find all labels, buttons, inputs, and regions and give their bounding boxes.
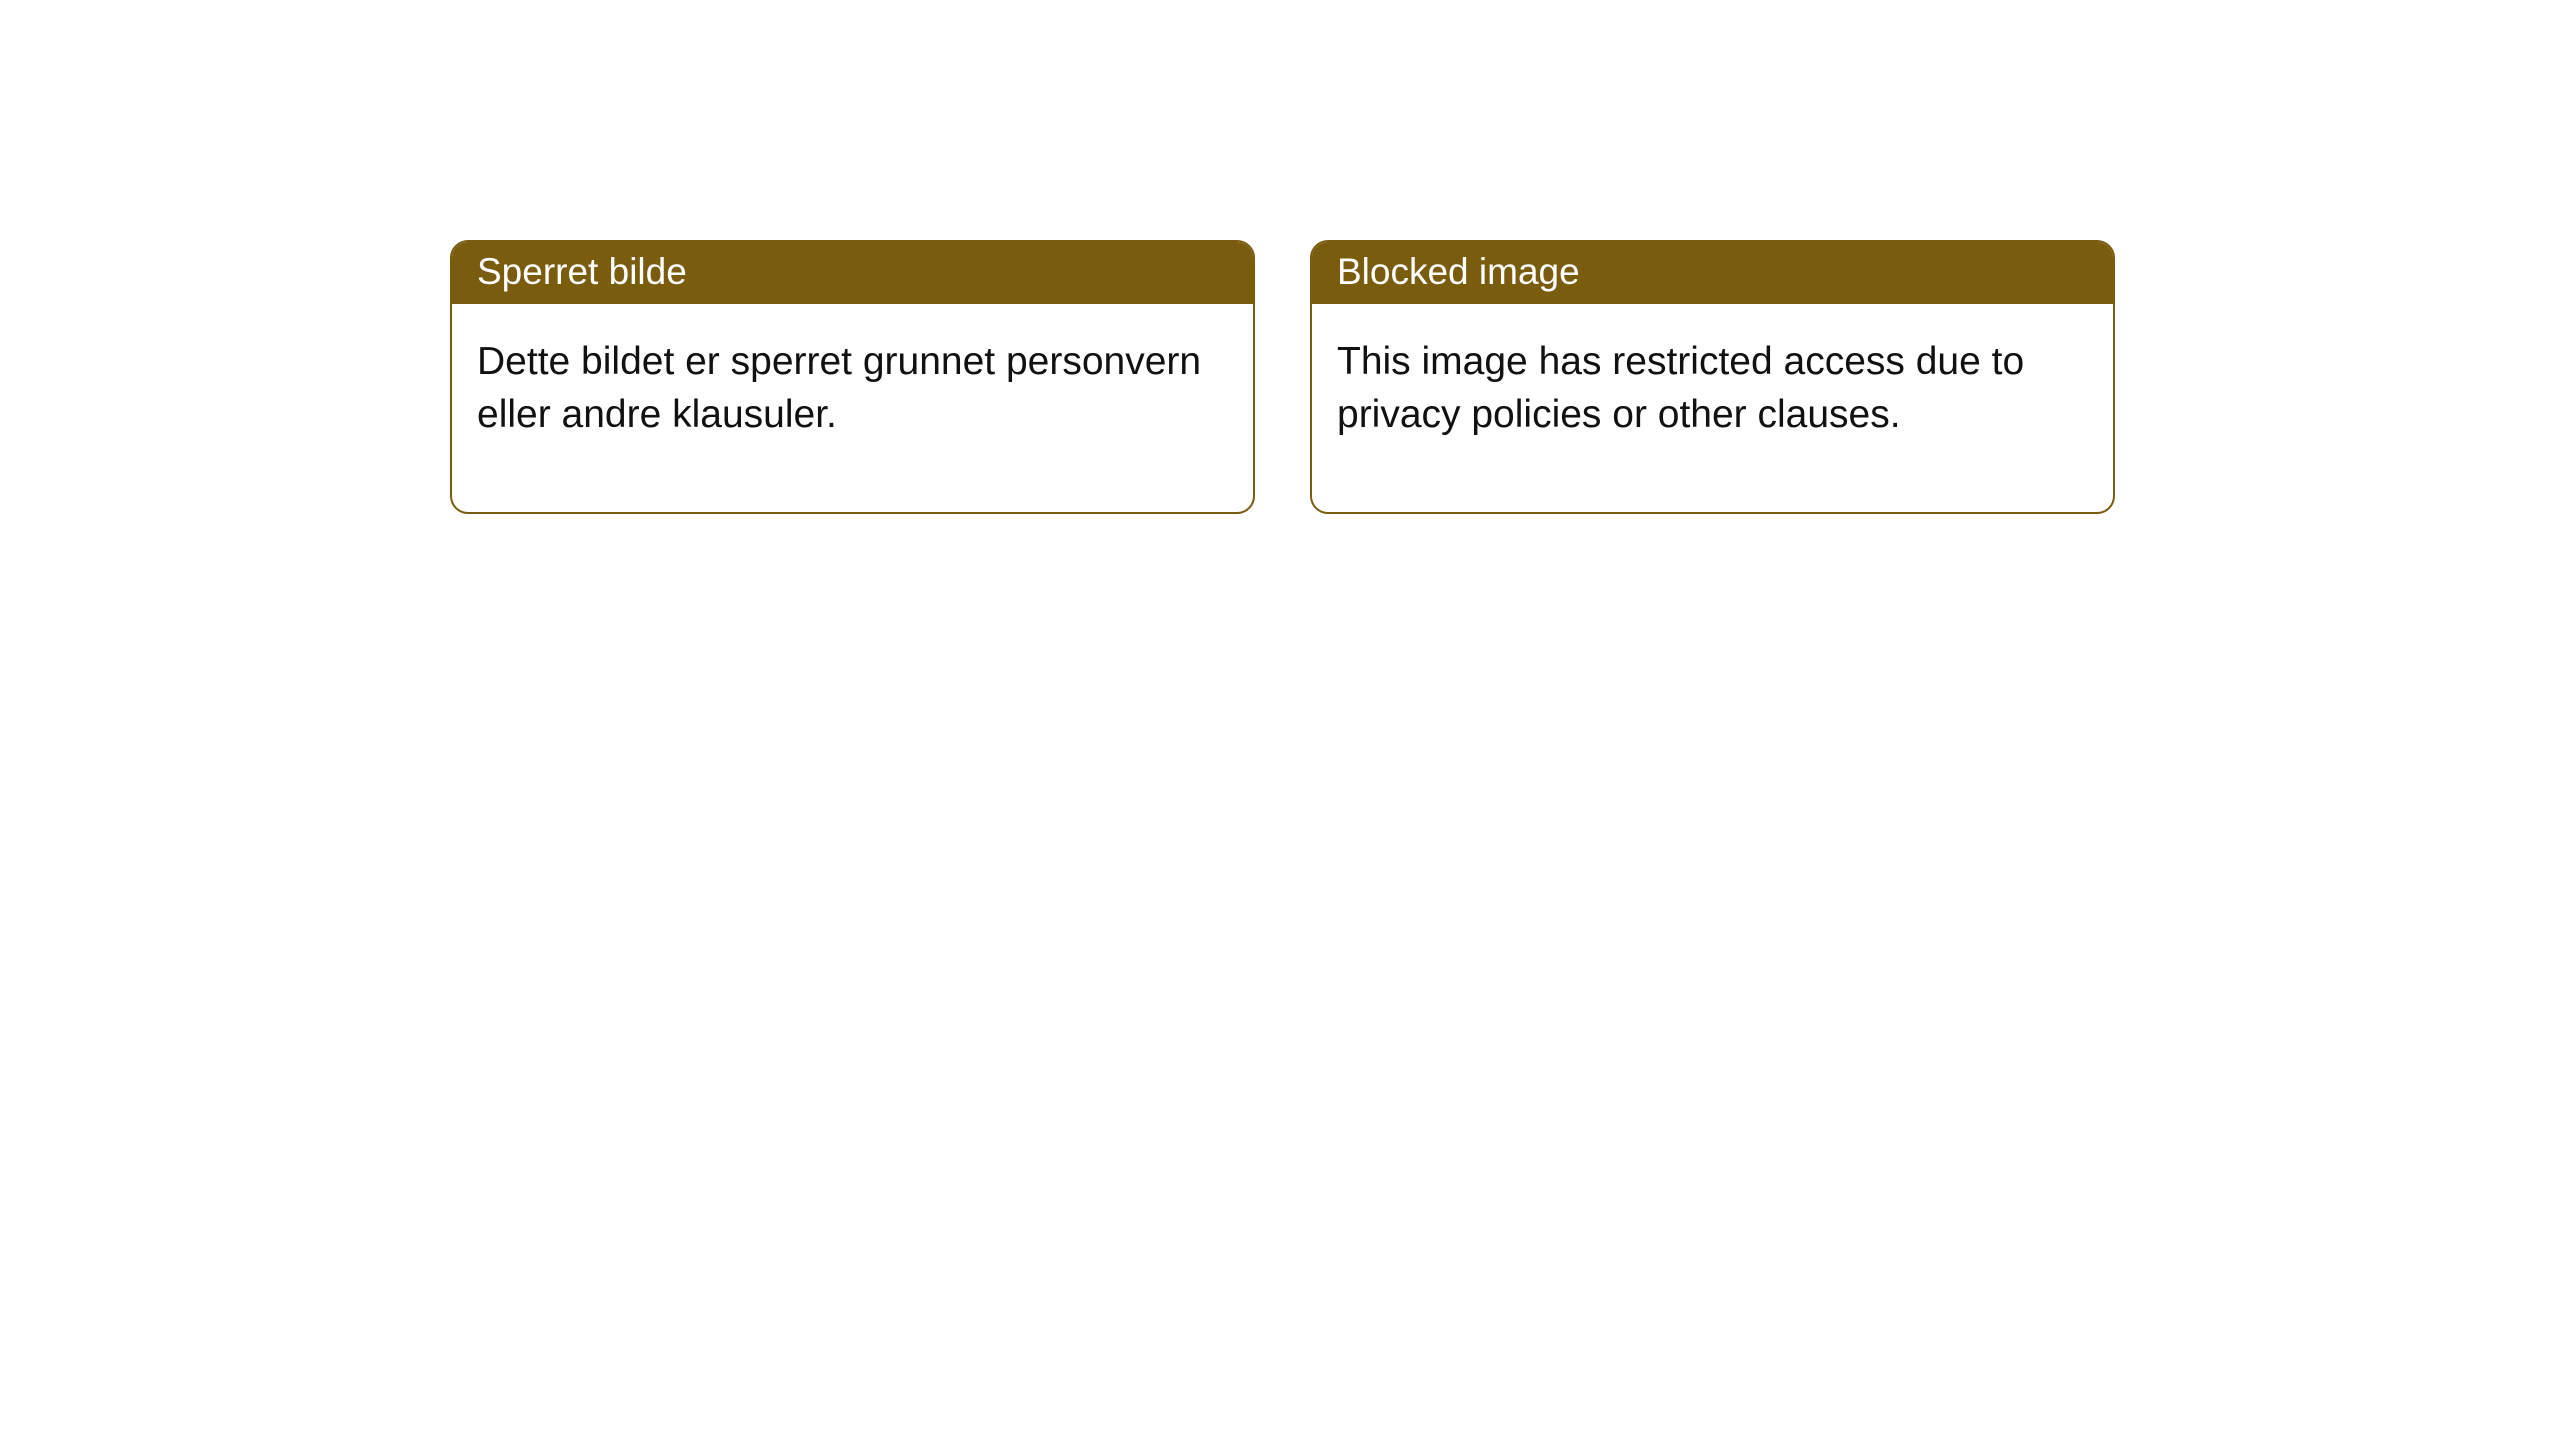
blocked-image-panel-en: Blocked image This image has restricted … [1310,240,2115,514]
blocked-image-panel-no: Sperret bilde Dette bildet er sperret gr… [450,240,1255,514]
panel-body-en: This image has restricted access due to … [1312,304,2113,511]
notice-container: Sperret bilde Dette bildet er sperret gr… [450,240,2115,514]
panel-title-no: Sperret bilde [452,242,1253,304]
panel-title-en: Blocked image [1312,242,2113,304]
panel-body-no: Dette bildet er sperret grunnet personve… [452,304,1253,511]
